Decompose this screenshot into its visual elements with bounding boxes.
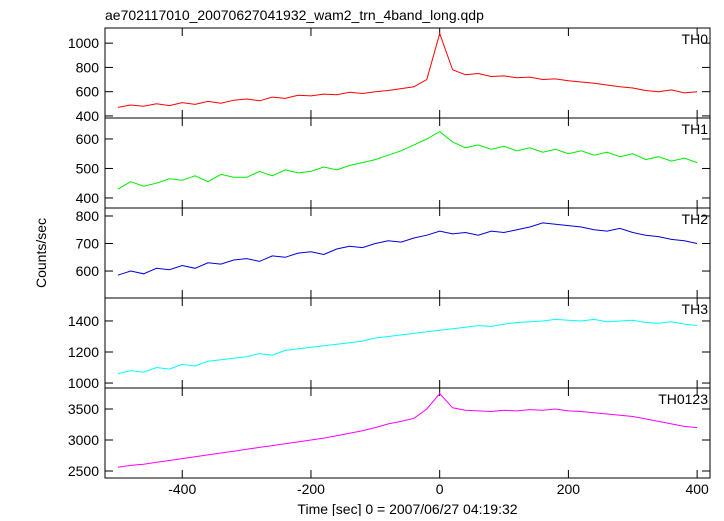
x-tick-label: -200	[297, 481, 325, 497]
x-tick-label: 200	[557, 481, 581, 497]
y-tick-label: 3500	[68, 401, 99, 417]
y-tick-label: 500	[76, 160, 100, 176]
x-tick-label: 400	[685, 481, 709, 497]
y-tick-label: 800	[76, 59, 100, 75]
y-tick-label: 1000	[68, 35, 99, 51]
panel-frame	[104, 207, 711, 299]
series-line	[117, 222, 698, 276]
panel-frame	[104, 387, 711, 479]
y-tick-label: 700	[76, 236, 100, 252]
y-tick-label: 400	[76, 190, 100, 206]
y-tick-label: 600	[76, 131, 100, 147]
legend-label: TH2	[682, 211, 709, 227]
y-tick-label: 1000	[68, 375, 99, 391]
x-tick-label: 0	[436, 481, 444, 497]
legend-label: TH3	[682, 301, 709, 317]
panel-frame	[104, 297, 711, 389]
y-tick-label: 3000	[68, 432, 99, 448]
y-tick-label: 1200	[68, 344, 99, 360]
y-tick-label: 400	[76, 108, 100, 124]
series-line	[117, 318, 698, 375]
y-axis-label: Counts/sec	[33, 218, 49, 288]
y-tick-label: 600	[76, 84, 100, 100]
series-line	[117, 392, 698, 468]
x-tick-label: -400	[168, 481, 196, 497]
legend-label: TH1	[682, 121, 709, 137]
series-line	[117, 130, 698, 190]
y-tick-label: 600	[76, 263, 100, 279]
legend-label: TH0123	[658, 391, 708, 407]
y-tick-label: 800	[76, 208, 100, 224]
panel-frame	[104, 117, 711, 209]
series-line	[117, 31, 698, 108]
chart-title: ae702117010_20070627041932_wam2_trn_4ban…	[105, 7, 484, 23]
x-axis-label: Time [sec] 0 = 2007/06/27 04:19:32	[297, 501, 517, 516]
y-tick-label: 1400	[68, 313, 99, 329]
y-tick-label: 2500	[68, 463, 99, 479]
legend-label: TH0	[682, 31, 709, 47]
